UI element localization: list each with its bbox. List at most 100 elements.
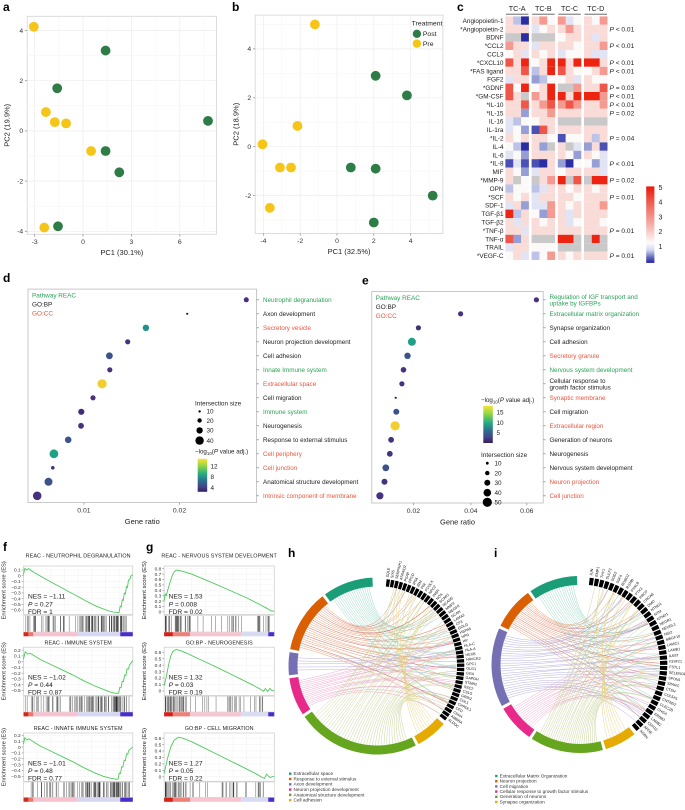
svg-text:CFD: CFD [455, 706, 464, 713]
svg-text:IL-6: IL-6 [492, 152, 503, 159]
svg-text:IRM: IRM [416, 580, 423, 588]
svg-text:0.8: 0.8 [155, 566, 162, 572]
svg-text:b: b [232, 0, 239, 14]
svg-text:Neuron projection development: Neuron projection development [294, 787, 360, 792]
svg-text:SSF4: SSF4 [616, 574, 624, 584]
svg-text:0.01: 0.01 [77, 508, 90, 515]
svg-text:LAMA2: LAMA2 [453, 613, 465, 622]
svg-text:Neurogenesis: Neurogenesis [550, 451, 589, 458]
svg-text:0: 0 [159, 610, 162, 616]
svg-text:NTM: NTM [653, 609, 662, 617]
svg-text:Response to external stimulus: Response to external stimulus [263, 437, 347, 444]
svg-text:a: a [3, 0, 10, 14]
svg-text:2: 2 [659, 229, 663, 236]
svg-text:-4: -4 [17, 229, 23, 236]
svg-text:Axon development: Axon development [263, 311, 315, 318]
svg-text:−0.2: −0.2 [11, 756, 21, 762]
svg-text:ROBO2: ROBO2 [621, 574, 631, 587]
svg-text:0: 0 [19, 128, 23, 135]
svg-text:-2: -2 [297, 238, 303, 245]
svg-text:0.3: 0.3 [155, 669, 162, 675]
svg-text:P < 0.01: P < 0.01 [610, 161, 635, 168]
svg-text:−0.3: −0.3 [11, 762, 21, 768]
svg-text:HLA-C: HLA-C [464, 642, 476, 648]
svg-text:0.7: 0.7 [155, 572, 162, 578]
svg-text:40: 40 [207, 438, 215, 445]
svg-text:P = 0.008: P = 0.008 [169, 601, 198, 608]
svg-text:NOX: NOX [435, 592, 444, 601]
svg-text:SELENOP: SELENOP [669, 671, 685, 677]
svg-text:h: h [288, 546, 295, 560]
svg-text:−0.5: −0.5 [11, 602, 21, 608]
svg-text:GO:CC: GO:CC [32, 311, 53, 318]
svg-text:FDR = 0.87: FDR = 0.87 [28, 690, 62, 697]
svg-text:ALDOC: ALDOC [447, 718, 460, 729]
svg-text:*IL-8: *IL-8 [490, 161, 504, 168]
svg-text:CRCA8: CRCA8 [643, 592, 655, 603]
svg-text:P = 0.02: P = 0.02 [610, 110, 635, 117]
svg-text:Generation of neurons: Generation of neurons [550, 437, 613, 444]
svg-text:0: 0 [18, 573, 21, 579]
svg-text:0: 0 [247, 144, 251, 151]
svg-text:P = 0.27: P = 0.27 [28, 601, 53, 608]
svg-text:*CCL2: *CCL2 [485, 43, 504, 50]
svg-text:−0.5: −0.5 [11, 688, 21, 694]
svg-text:d: d [3, 271, 10, 285]
svg-text:Synaptic membrane: Synaptic membrane [550, 395, 606, 402]
svg-text:P = 0.03: P = 0.03 [169, 682, 194, 689]
svg-text:8: 8 [211, 474, 215, 481]
svg-text:RGMB: RGMB [625, 578, 635, 590]
svg-text:P = 0.01: P = 0.01 [610, 228, 635, 235]
svg-text:CHRDL1: CHRDL1 [457, 702, 472, 712]
svg-text:2: 2 [247, 95, 251, 102]
svg-text:20: 20 [495, 470, 503, 477]
svg-text:−0.3: −0.3 [11, 591, 21, 597]
svg-text:SPON1: SPON1 [668, 676, 681, 682]
svg-text:P < 0.01: P < 0.01 [610, 60, 635, 67]
svg-text:CLEC2B: CLEC2B [659, 703, 674, 713]
svg-text:3: 3 [659, 214, 663, 221]
svg-text:GO:BP: GO:BP [32, 302, 52, 309]
svg-text:0.5: 0.5 [155, 583, 162, 589]
svg-text:Treatment: Treatment [412, 21, 443, 28]
svg-text:Enrichment score (ES): Enrichment score (ES) [2, 642, 8, 700]
svg-text:Regulation of IGF transport an: Regulation of IGF transport and [550, 294, 639, 301]
svg-text:HPR: HPR [461, 633, 470, 639]
svg-text:Neurogenesis: Neurogenesis [263, 423, 302, 430]
svg-text:*FAS ligand: *FAS ligand [470, 68, 504, 75]
svg-text:*VEGF-C: *VEGF-C [477, 253, 504, 260]
svg-text:30: 30 [207, 428, 215, 435]
svg-text:SDF-1: SDF-1 [485, 203, 504, 210]
svg-text:*CXCL10: *CXCL10 [477, 60, 504, 67]
svg-text:*IL-10: *IL-10 [486, 102, 503, 109]
svg-text:P = 0.01: P = 0.01 [610, 194, 635, 201]
svg-text:IGSF21: IGSF21 [669, 659, 682, 663]
svg-text:Cell adhesion: Cell adhesion [294, 798, 323, 803]
svg-text:0.4: 0.4 [155, 749, 162, 755]
svg-text:P = 0.44: P = 0.44 [28, 682, 53, 689]
svg-text:−0.4: −0.4 [11, 596, 21, 602]
svg-text:0.5: 0.5 [155, 656, 162, 662]
svg-text:30: 30 [495, 480, 503, 487]
svg-text:FDR = 1: FDR = 1 [28, 609, 53, 616]
svg-text:FDR = 0.77: FDR = 0.77 [28, 776, 62, 783]
svg-text:Cellular response to: Cellular response to [550, 378, 606, 385]
svg-text:FSTL1: FSTL1 [669, 665, 680, 669]
svg-text:P = 0.03: P = 0.03 [610, 85, 635, 92]
svg-text:growth factor stimulus: growth factor stimulus [550, 385, 611, 392]
svg-text:Generation of neurons: Generation of neurons [500, 794, 547, 799]
svg-text:Neuron projection: Neuron projection [500, 779, 537, 784]
svg-text:Extracellular matrix organizat: Extracellular matrix organization [550, 311, 640, 318]
svg-text:10: 10 [497, 420, 505, 427]
svg-text:4: 4 [659, 200, 663, 207]
svg-text:NES = 1.53: NES = 1.53 [169, 594, 203, 601]
svg-text:REAC - NERVOUS SYSTEM DEVELOPM: REAC - NERVOUS SYSTEM DEVELOPMENT [161, 554, 277, 560]
svg-text:0.5: 0.5 [155, 742, 162, 748]
svg-text:0: 0 [81, 239, 85, 246]
svg-text:4: 4 [247, 46, 251, 53]
svg-text:12: 12 [211, 463, 219, 470]
svg-text:−log10(P value adj.): −log10(P value adj.) [195, 448, 248, 456]
svg-text:0.2: 0.2 [155, 762, 162, 768]
svg-text:Neuron projection development: Neuron projection development [263, 339, 351, 346]
svg-text:PVALB: PVALB [630, 581, 640, 593]
